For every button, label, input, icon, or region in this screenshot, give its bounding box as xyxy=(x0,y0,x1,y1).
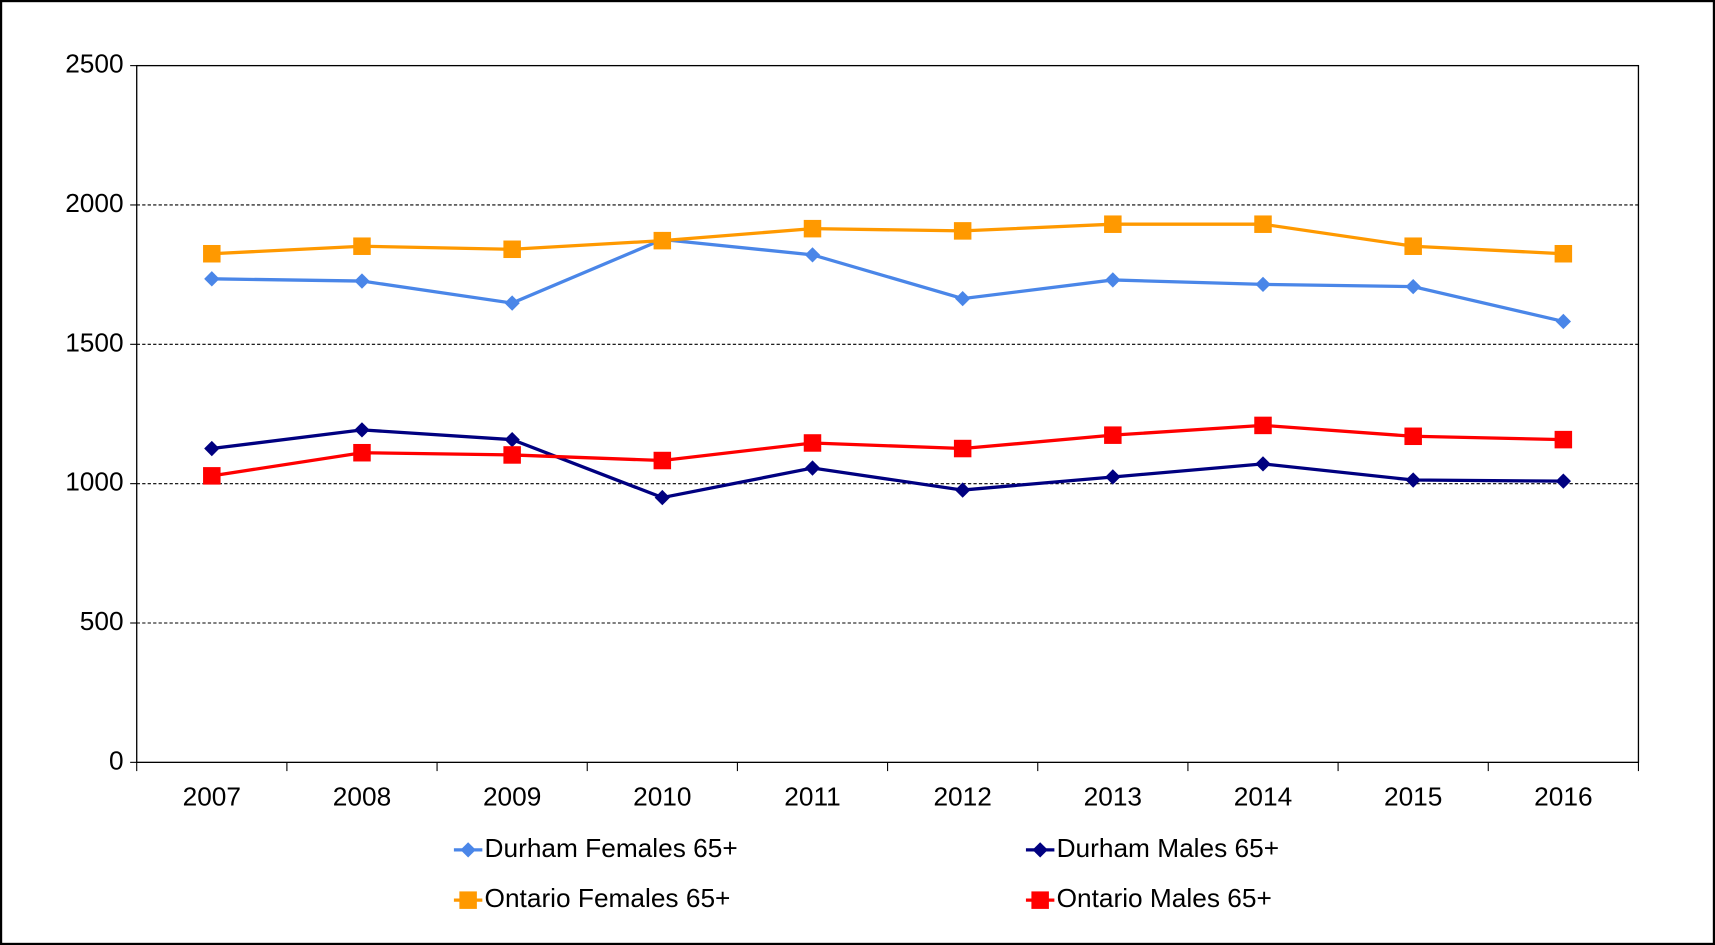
x-tick-label: 2014 xyxy=(1234,781,1292,811)
data-point xyxy=(1255,456,1271,472)
data-point xyxy=(504,431,520,448)
data-point xyxy=(1405,278,1421,295)
y-tick-label: 1000 xyxy=(65,467,123,497)
legend-label: Durham Males 65+ xyxy=(1057,833,1280,863)
data-point xyxy=(803,434,822,452)
y-tick-label: 500 xyxy=(80,606,124,636)
x-tick-label: 2008 xyxy=(333,781,391,811)
data-point xyxy=(653,451,672,470)
data-point xyxy=(953,222,972,240)
y-tick-label: 1500 xyxy=(65,327,123,357)
data-point xyxy=(203,244,221,263)
data-point xyxy=(503,446,521,464)
legend-marker xyxy=(1031,891,1049,909)
data-point xyxy=(803,219,822,238)
data-point xyxy=(955,290,971,307)
data-point xyxy=(953,439,972,458)
x-tick-label: 2010 xyxy=(633,781,691,811)
data-point xyxy=(504,295,520,311)
data-point xyxy=(1105,272,1121,288)
data-point xyxy=(353,443,371,462)
x-tick-label: 2012 xyxy=(933,781,991,811)
data-point xyxy=(1555,313,1572,330)
series-line xyxy=(211,222,1564,256)
series-line xyxy=(211,237,1564,324)
x-tick-label: 2015 xyxy=(1384,781,1442,811)
data-point xyxy=(1404,237,1422,255)
x-tick-label: 2009 xyxy=(483,781,541,811)
data-point xyxy=(1404,427,1422,446)
data-point xyxy=(653,231,672,250)
data-point xyxy=(204,271,220,287)
legend-marker xyxy=(460,842,476,858)
y-tick-label: 2000 xyxy=(65,188,123,218)
data-point xyxy=(354,422,370,438)
data-point xyxy=(1554,244,1573,263)
y-tick-label: 2500 xyxy=(65,49,123,79)
legend-label: Ontario Males 65+ xyxy=(1057,883,1272,913)
legend-marker xyxy=(459,891,477,909)
x-tick-label: 2011 xyxy=(784,781,840,811)
data-point xyxy=(1254,215,1272,233)
series-line xyxy=(211,423,1564,478)
data-point xyxy=(204,440,220,457)
x-tick-label: 2016 xyxy=(1534,781,1592,811)
data-point xyxy=(354,273,370,289)
data-point xyxy=(804,247,821,263)
data-point xyxy=(353,237,371,255)
data-point xyxy=(1104,426,1122,444)
data-point xyxy=(1254,416,1272,435)
data-point xyxy=(1105,469,1121,485)
data-point xyxy=(1405,472,1421,488)
data-point xyxy=(955,482,971,498)
x-tick-label: 2013 xyxy=(1084,781,1142,811)
data-point xyxy=(1255,276,1271,293)
data-point xyxy=(1554,430,1573,449)
legend-label: Durham Females 65+ xyxy=(485,833,738,863)
legend-marker xyxy=(1032,842,1048,858)
x-tick-label: 2007 xyxy=(183,781,241,811)
data-point xyxy=(503,240,521,259)
y-tick-label: 0 xyxy=(109,745,124,775)
data-point xyxy=(1555,473,1572,489)
data-point xyxy=(654,489,670,506)
series-line xyxy=(211,428,1564,500)
data-point xyxy=(1104,215,1122,233)
legend-label: Ontario Females 65+ xyxy=(485,883,731,913)
data-point xyxy=(804,460,821,476)
data-point xyxy=(203,467,221,485)
